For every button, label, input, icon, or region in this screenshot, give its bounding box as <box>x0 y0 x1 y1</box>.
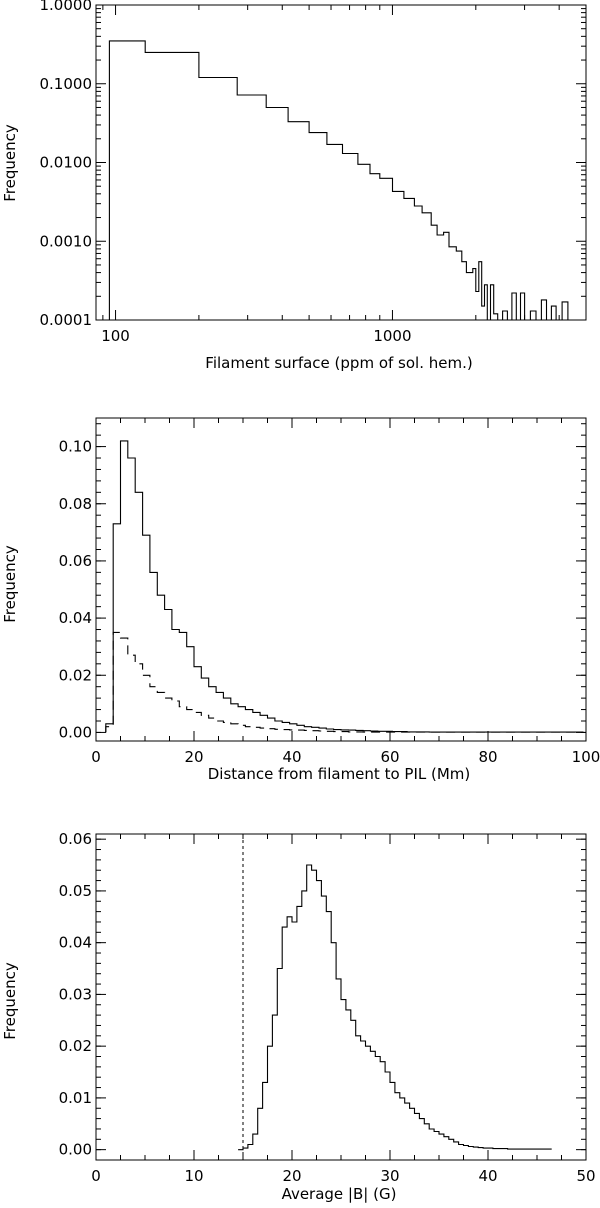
surface-y-tick-label: 0.0001 <box>40 311 93 329</box>
distance-x-tick-label: 60 <box>380 748 399 766</box>
bfield-x-tick-label: 50 <box>576 1167 595 1185</box>
distance-y-tick-label: 0.06 <box>59 552 92 570</box>
bfield-histogram-solid <box>238 864 552 1151</box>
distance-y-tick-label: 0.08 <box>59 495 92 513</box>
bfield-x-axis-title: Average |B| (G) <box>282 1185 397 1203</box>
distance-x-tick-label: 100 <box>572 748 600 766</box>
bfield-x-tick-label: 0 <box>91 1167 101 1185</box>
bfield-y-tick-label: 0.01 <box>59 1089 92 1107</box>
distance-x-tick-label: 40 <box>282 748 301 766</box>
bfield-x-tick-label: 40 <box>478 1167 497 1185</box>
distance-x-tick-label: 20 <box>184 748 203 766</box>
surface-histogram-solid <box>108 40 584 321</box>
distance-y-tick-label: 0.00 <box>59 723 92 741</box>
distance-x-tick-label: 0 <box>91 748 101 766</box>
bfield-y-tick-label: 0.05 <box>59 882 92 900</box>
bfield-y-axis-title: Frequency <box>1 962 19 1040</box>
surface-y-tick-label: 1.0000 <box>40 0 93 14</box>
bfield-y-tick-label: 0.02 <box>59 1037 92 1055</box>
distance-y-axis-title: Frequency <box>1 545 19 623</box>
distance-histogram-panel: Distance from filament to PIL (Mm) Frequ… <box>1 417 600 783</box>
bfield-y-tick-label: 0.04 <box>59 934 92 952</box>
distance-x-axis-title: Distance from filament to PIL (Mm) <box>208 765 471 783</box>
surface-y-tick-label: 0.0010 <box>40 232 93 250</box>
distance-x-tick-label: 80 <box>478 748 497 766</box>
bfield-y-tick-label: 0.03 <box>59 985 92 1003</box>
bfield-y-tick-label: 0.00 <box>59 1141 92 1159</box>
distance-y-tick-label: 0.04 <box>59 609 92 627</box>
surface-histogram-panel: Filament surface (ppm of sol. hem.) Freq… <box>1 0 587 372</box>
bfield-histogram-panel: Average |B| (G) Frequency 0 10 20 30 40 50 0.0… <box>1 830 596 1203</box>
bfield-x-tick-label: 30 <box>380 1167 399 1185</box>
distance-histogram-dashed <box>105 631 584 733</box>
distance-y-tick-label: 0.10 <box>59 438 92 456</box>
surface-x-tick-label: 1000 <box>373 327 411 345</box>
surface-x-tick-label: 100 <box>101 327 130 345</box>
bfield-x-tick-label: 20 <box>282 1167 301 1185</box>
distance-y-tick-label: 0.02 <box>59 666 92 684</box>
bfield-x-tick-label: 10 <box>184 1167 203 1185</box>
surface-x-axis-title: Filament surface (ppm of sol. hem.) <box>205 354 472 372</box>
bfield-y-tick-label: 0.06 <box>59 830 92 848</box>
distance-histogram-solid <box>105 440 584 733</box>
surface-y-axis-title: Frequency <box>1 124 19 202</box>
distance-plot-frame <box>95 417 587 742</box>
surface-y-tick-label: 0.0100 <box>40 154 93 172</box>
surface-y-tick-label: 0.1000 <box>40 75 93 93</box>
